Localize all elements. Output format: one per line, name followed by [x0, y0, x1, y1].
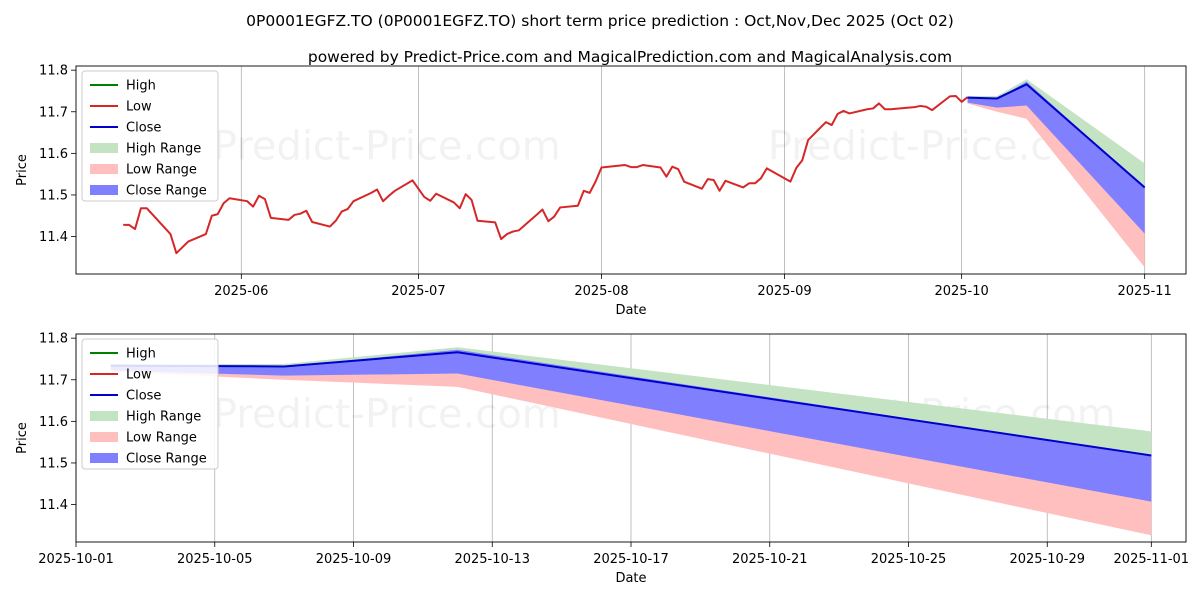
- y-tick-label: 11.4: [39, 230, 68, 245]
- legend-high-range-swatch: [90, 411, 118, 421]
- y-tick-label: 11.4: [39, 498, 68, 513]
- x-tick-label: 2025-11-01: [1114, 552, 1190, 567]
- high-range-band: [967, 79, 1145, 188]
- x-tick-label: 2025-11: [1118, 284, 1172, 299]
- legend-close-label: Close: [126, 121, 161, 136]
- low-line: [123, 94, 969, 255]
- legend-low-range-label: Low Range: [126, 163, 197, 178]
- legend-low-range-swatch: [90, 432, 118, 442]
- y-axis-label: Price: [15, 154, 30, 186]
- top-panel: 2025-06 2025-07 2025-08 2025-09 2025-10 2025-…: [15, 64, 1187, 318]
- x-tick-label: 2025-10-21: [732, 552, 808, 567]
- legend-high-range-label: High Range: [126, 410, 201, 425]
- x-tick-label: 2025-10-05: [177, 552, 253, 567]
- legend-low-label: Low: [126, 368, 152, 383]
- chart-title: 0P0001EGFZ.TO (0P0001EGFZ.TO) short term…: [246, 12, 954, 30]
- legend-low-range-label: Low Range: [126, 431, 197, 446]
- x-tick-label: 2025-10-01: [38, 552, 114, 567]
- x-tick-label: 2025-10-29: [1009, 552, 1085, 567]
- x-tick-label: 2025-06: [214, 284, 268, 299]
- bottom-panel: 2025-10-01 2025-10-05 2025-10-09 2025-10-13…: [15, 332, 1189, 586]
- legend-close-range-swatch: [90, 453, 118, 463]
- chart-subtitle: powered by Predict-Price.com and Magical…: [308, 48, 952, 66]
- plot-frame: [75, 65, 1187, 275]
- x-tick-label: 2025-10-25: [871, 552, 947, 567]
- x-axis-label: Date: [615, 303, 646, 318]
- legend-low-label: Low: [126, 100, 152, 115]
- y-tick-label: 11.5: [39, 456, 68, 471]
- x-axis-label: Date: [615, 571, 646, 586]
- y-axis-label: Price: [15, 422, 30, 454]
- close-line: [967, 83, 1146, 189]
- plot-frame: [75, 333, 1187, 543]
- x-tick-label: 2025-10-17: [593, 552, 669, 567]
- x-tick-label: 2025-08: [574, 284, 628, 299]
- legend-high-range-swatch: [90, 143, 118, 153]
- y-tick-label: 11.7: [39, 105, 68, 120]
- x-tick-label: 2025-10-13: [454, 552, 530, 567]
- close-range-band: [110, 349, 1152, 502]
- legend-close-range-label: Close Range: [126, 452, 207, 467]
- plot-data: [123, 79, 1146, 268]
- legend-low-range-swatch: [90, 164, 118, 174]
- y-tick-label: 11.6: [39, 415, 68, 430]
- legend-high-label: High: [126, 347, 156, 362]
- legend-close-range-swatch: [90, 185, 118, 195]
- watermark-text: Predict-Price.com: [213, 124, 561, 170]
- legend-high-range-label: High Range: [126, 142, 201, 157]
- y-tick-label: 11.7: [39, 373, 68, 388]
- legend-high-label: High: [126, 79, 156, 94]
- y-tick-label: 11.8: [39, 64, 68, 79]
- x-tick-label: 2025-09: [757, 284, 811, 299]
- x-tick-label: 2025-10: [934, 284, 988, 299]
- watermark-text: Predict-Price.com: [213, 392, 561, 438]
- high-range-band: [110, 347, 1152, 456]
- legend-close-range-label: Close Range: [126, 184, 207, 199]
- y-tick-label: 11.8: [39, 332, 68, 347]
- y-tick-label: 11.6: [39, 147, 68, 162]
- y-tick-label: 11.5: [39, 188, 68, 203]
- legend-close-label: Close: [126, 389, 161, 404]
- x-tick-label: 2025-07: [391, 284, 445, 299]
- x-tick-label: 2025-10-09: [316, 552, 392, 567]
